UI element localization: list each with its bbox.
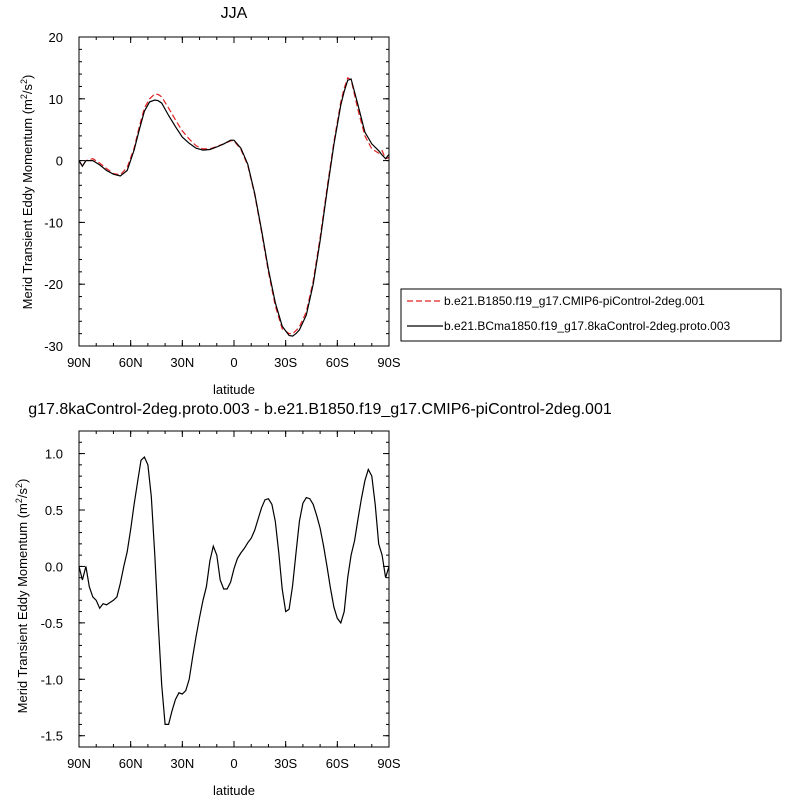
- bottom-chart-x-tick-label: 30S: [274, 756, 297, 771]
- top-chart-x-tick-label: 0: [230, 355, 237, 370]
- top-chart-ylabel-sup2: 2: [19, 79, 29, 84]
- bottom-chart-ticks: 90N 60N 30N 0 30S 60S 90S 1.0 0.5 0.0 -0.5 -1.0 -1.5: [41, 430, 401, 771]
- bottom-chart-ylabel-close: ): [15, 479, 30, 483]
- top-chart-plot-frame: [78, 36, 390, 347]
- bottom-chart-x-tick-label: 90S: [377, 756, 400, 771]
- bottom-chart-ylabel-sup2: 2: [14, 483, 24, 488]
- bottom-chart-ylabel-slash: /s: [15, 488, 30, 499]
- top-chart: JJA Merid Transient Eddy Momentum (m2/s2…: [19, 5, 782, 397]
- top-chart-x-tick-label: 90N: [67, 355, 91, 370]
- bottom-chart-ylabel-main: Merid Transient Eddy Momentum (m: [15, 503, 30, 713]
- top-chart-ylabel-slash: /s: [20, 84, 35, 95]
- top-chart-series-line-1: [78, 78, 390, 337]
- legend-label-piControl: b.e21.B1850.f19_g17.CMIP6-piControl-2deg…: [444, 294, 705, 308]
- top-chart-x-tick-label: 60N: [119, 355, 143, 370]
- bottom-chart-title: g17.8kaControl-2deg.proto.003 - b.e21.B1…: [28, 401, 612, 418]
- bottom-chart-y-tick-label: -0.5: [41, 616, 63, 631]
- top-chart-series-line-0: [78, 76, 390, 335]
- top-chart-y-tick-label: 10: [49, 92, 63, 107]
- bottom-chart-y-axis-title: Merid Transient Eddy Momentum (m2/s2): [14, 479, 30, 714]
- bottom-chart-x-tick-label: 30N: [170, 756, 194, 771]
- top-chart-y-axis-title: Merid Transient Eddy Momentum (m2/s2): [19, 75, 35, 310]
- top-chart-y-tick-label: -10: [44, 215, 63, 230]
- top-chart-x-tick-label: 60S: [326, 355, 349, 370]
- bottom-chart-plot-frame: [78, 430, 390, 748]
- bottom-chart-series-line-0: [78, 455, 390, 726]
- bottom-chart-x-axis-title: latitude: [213, 783, 255, 798]
- top-chart-y-tick-label: -20: [44, 277, 63, 292]
- top-chart-x-tick-label: 90S: [377, 355, 400, 370]
- bottom-chart-y-tick-label: -1.5: [41, 729, 63, 744]
- top-chart-legend: b.e21.B1850.f19_g17.CMIP6-piControl-2deg…: [400, 288, 782, 342]
- top-chart-y-tick-label: -30: [44, 339, 63, 354]
- legend-box: [400, 288, 782, 342]
- legend-label-8kaControl: b.e21.BCma1850.f19_g17.8kaControl-2deg.p…: [444, 319, 731, 333]
- top-chart-x-tick-label: 30S: [274, 355, 297, 370]
- bottom-chart-x-tick-label: 0: [230, 756, 237, 771]
- top-chart-ylabel-main: Merid Transient Eddy Momentum (m: [20, 99, 35, 309]
- svg-text:Merid Transient Eddy Momentum: Merid Transient Eddy Momentum (m2/s2): [14, 479, 30, 714]
- bottom-chart-y-tick-label: 1.0: [45, 447, 63, 462]
- bottom-chart-x-tick-label: 90N: [67, 756, 91, 771]
- bottom-chart-y-tick-label: 0.0: [45, 559, 63, 574]
- bottom-chart-series: [78, 455, 390, 726]
- top-chart-series: [78, 76, 390, 337]
- top-chart-y-tick-label: 0: [56, 154, 63, 169]
- top-chart-x-axis-title: latitude: [213, 382, 255, 397]
- bottom-chart-x-tick-label: 60N: [119, 756, 143, 771]
- top-chart-y-tick-label: 20: [49, 30, 63, 45]
- top-chart-ylabel-close: ): [20, 75, 35, 79]
- bottom-chart-x-tick-label: 60S: [326, 756, 349, 771]
- top-chart-ylabel-sup1: 2: [19, 94, 29, 99]
- top-chart-x-tick-label: 30N: [170, 355, 194, 370]
- bottom-chart-ylabel-sup1: 2: [14, 498, 24, 503]
- bottom-chart-y-tick-label: -1.0: [41, 672, 63, 687]
- bottom-chart: g17.8kaControl-2deg.proto.003 - b.e21.B1…: [14, 401, 612, 798]
- top-chart-title: JJA: [221, 5, 248, 22]
- svg-text:Merid Transient Eddy Momentum: Merid Transient Eddy Momentum (m2/s2): [19, 75, 35, 310]
- bottom-chart-y-tick-label: 0.5: [45, 503, 63, 518]
